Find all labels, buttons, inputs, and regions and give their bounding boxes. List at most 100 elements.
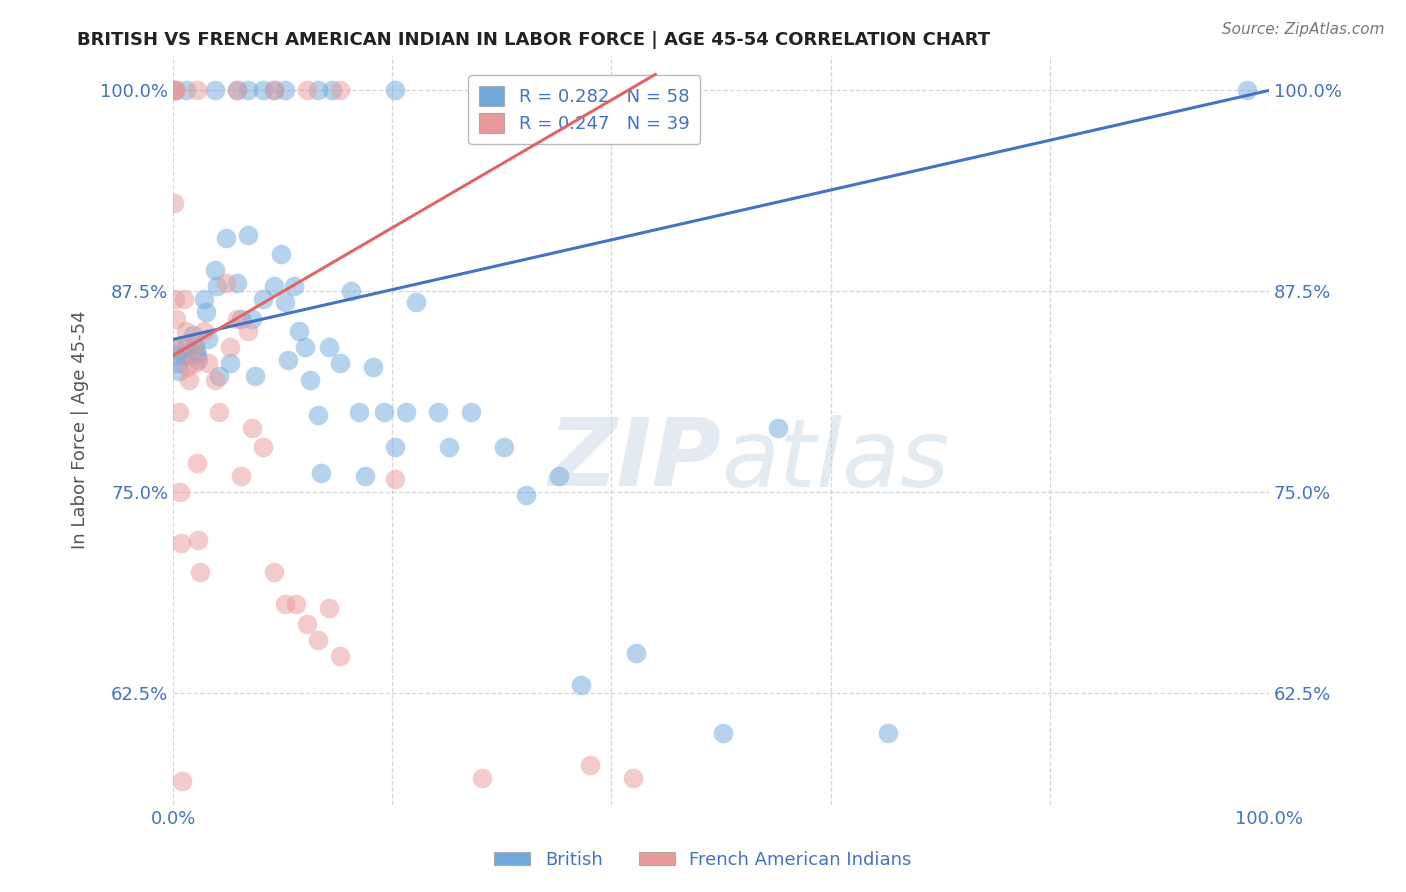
Point [165, 340, 187, 354]
Point [204, 263, 226, 277]
Point [876, 726, 898, 740]
Point [197, 356, 219, 370]
Point [186, 456, 208, 470]
Point [471, 771, 494, 785]
Point [309, 466, 332, 480]
Point [225, 83, 247, 97]
Text: Source: ZipAtlas.com: Source: ZipAtlas.com [1222, 22, 1385, 37]
Point [384, 83, 406, 97]
Point [515, 488, 537, 502]
Point [165, 292, 187, 306]
Point [170, 536, 193, 550]
Point [405, 295, 427, 310]
Point [173, 292, 195, 306]
Point [1236, 83, 1258, 97]
Point [263, 279, 285, 293]
Point [394, 404, 416, 418]
Point [166, 340, 188, 354]
Point [321, 83, 343, 97]
Point [163, 195, 186, 210]
Text: ZIP: ZIP [548, 414, 721, 506]
Point [288, 324, 311, 338]
Point [197, 332, 219, 346]
Point [295, 616, 318, 631]
Point [193, 324, 215, 338]
Y-axis label: In Labor Force | Age 45-54: In Labor Force | Age 45-54 [72, 310, 89, 549]
Point [240, 420, 263, 434]
Point [187, 353, 209, 368]
Point [263, 566, 285, 580]
Point [236, 324, 259, 338]
Point [165, 83, 187, 97]
Point [181, 327, 204, 342]
Point [361, 359, 384, 374]
Point [188, 566, 211, 580]
Point [307, 83, 329, 97]
Point [204, 83, 226, 97]
Point [187, 533, 209, 548]
Point [294, 340, 316, 354]
Point [252, 83, 274, 97]
Point [225, 276, 247, 290]
Point [384, 472, 406, 486]
Point [215, 231, 238, 245]
Point [354, 468, 377, 483]
Point [581, 83, 603, 97]
Point [295, 83, 318, 97]
Point [193, 292, 215, 306]
Point [225, 83, 247, 97]
Point [167, 404, 190, 418]
Point [307, 632, 329, 647]
Point [208, 369, 231, 384]
Point [252, 292, 274, 306]
Point [274, 83, 297, 97]
Point [329, 356, 352, 370]
Point [236, 227, 259, 242]
Point [270, 247, 292, 261]
Point [181, 340, 204, 354]
Point [427, 404, 450, 418]
Point [225, 311, 247, 326]
Legend: British, French American Indians: British, French American Indians [486, 844, 920, 876]
Point [219, 356, 242, 370]
Point [384, 440, 406, 454]
Point [263, 83, 285, 97]
Point [439, 440, 461, 454]
Legend: R = 0.282   N = 58, R = 0.247   N = 39: R = 0.282 N = 58, R = 0.247 N = 39 [468, 76, 700, 145]
Point [623, 771, 645, 785]
Point [166, 348, 188, 362]
Point [163, 83, 186, 97]
Point [373, 404, 395, 418]
Point [277, 353, 299, 368]
Point [169, 484, 191, 499]
Point [184, 356, 207, 370]
Point [252, 440, 274, 454]
Point [231, 311, 253, 326]
Point [284, 598, 307, 612]
Point [711, 726, 734, 740]
Point [624, 646, 647, 660]
Point [274, 295, 297, 310]
Point [163, 83, 186, 97]
Point [349, 404, 371, 418]
Point [283, 279, 305, 293]
Point [166, 83, 188, 97]
Point [460, 404, 482, 418]
Point [263, 83, 285, 97]
Point [195, 305, 218, 319]
Point [205, 279, 228, 293]
Point [240, 311, 263, 326]
Point [236, 83, 259, 97]
Point [186, 83, 208, 97]
Point [307, 408, 329, 422]
Point [215, 276, 238, 290]
Point [186, 343, 208, 358]
Text: atlas: atlas [721, 415, 949, 506]
Point [231, 468, 253, 483]
Point [176, 359, 198, 374]
Point [166, 311, 188, 326]
Point [166, 356, 188, 370]
Point [186, 348, 208, 362]
Point [219, 340, 242, 354]
Point [318, 600, 340, 615]
